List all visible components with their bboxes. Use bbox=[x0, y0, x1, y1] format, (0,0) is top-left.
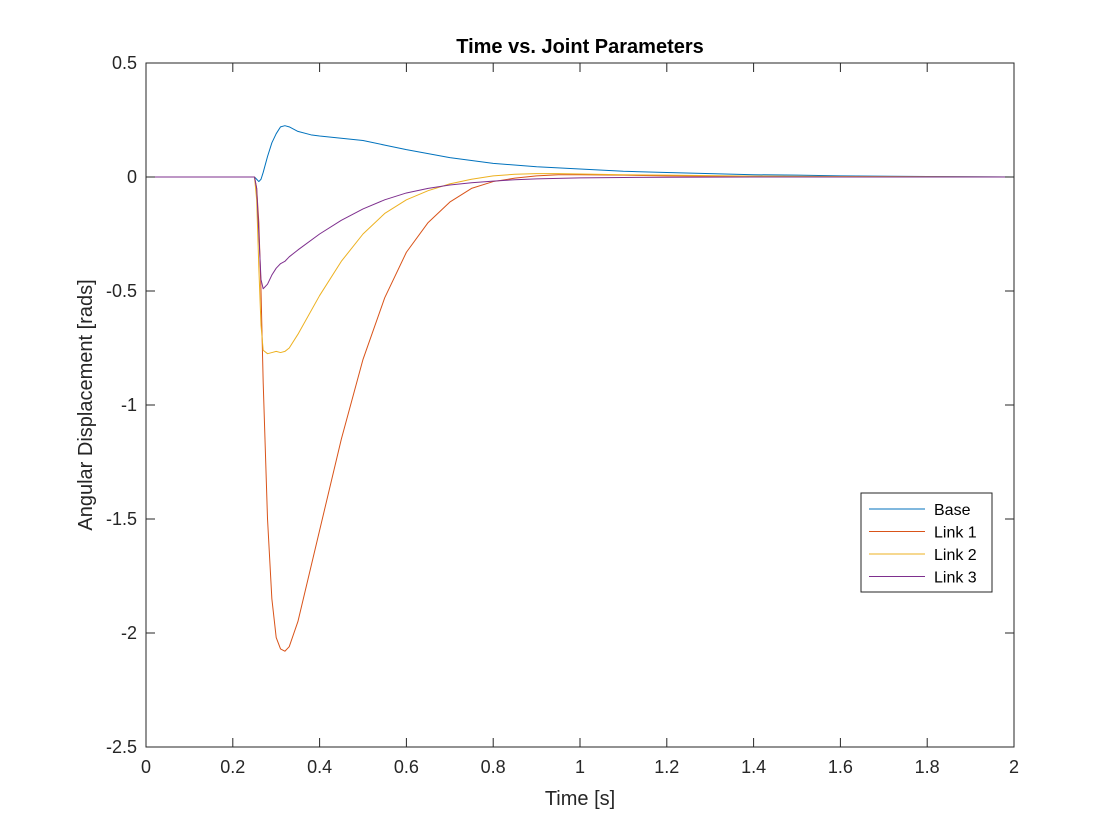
series-line-base bbox=[146, 125, 1015, 183]
x-axis-label: Time [s] bbox=[545, 788, 615, 810]
legend-label-base: Base bbox=[934, 502, 971, 519]
x-axis: 0 0.2 0.4 0.6 0.8 1 1.2 1.4 1.6 1.8 2 bbox=[141, 63, 1019, 777]
x-tick-label: 1.2 bbox=[654, 757, 679, 777]
x-tick-label: 1.6 bbox=[828, 757, 853, 777]
x-tick-label: 0.8 bbox=[481, 757, 506, 777]
series-line-link-2 bbox=[146, 173, 1015, 355]
y-axis-label: Angular Displacement [rads] bbox=[75, 279, 97, 530]
y-tick-label: 0.5 bbox=[112, 53, 137, 73]
y-tick-label: -1 bbox=[121, 395, 137, 415]
x-tick-label: 0.4 bbox=[307, 757, 332, 777]
series-line-link-1 bbox=[146, 174, 1015, 652]
legend-label-link-3: Link 3 bbox=[934, 570, 977, 587]
plot-area bbox=[146, 63, 1014, 747]
x-tick-label: 2 bbox=[1009, 757, 1019, 777]
x-tick-label: 1.8 bbox=[915, 757, 940, 777]
legend[interactable]: Base Link 1 Link 2 Link 3 bbox=[860, 492, 993, 593]
x-tick-label: 1 bbox=[575, 757, 585, 777]
y-tick-label: 0 bbox=[127, 167, 137, 187]
series-line-link-3 bbox=[146, 176, 1014, 290]
x-tick-label: 0.6 bbox=[394, 757, 419, 777]
x-tick-label: 1.4 bbox=[741, 757, 766, 777]
series-layer bbox=[146, 125, 1015, 652]
chart-title: Time vs. Joint Parameters bbox=[456, 36, 704, 58]
y-tick-label: -2 bbox=[121, 623, 137, 643]
y-axis: 0.5 0 -0.5 -1 -1.5 -2 -2.5 bbox=[106, 53, 1014, 757]
legend-entries: Base Link 1 Link 2 Link 3 bbox=[869, 502, 977, 587]
y-tick-label: -0.5 bbox=[106, 281, 137, 301]
y-tick-label: -1.5 bbox=[106, 509, 137, 529]
legend-label-link-1: Link 1 bbox=[934, 525, 977, 542]
y-tick-label: -2.5 bbox=[106, 737, 137, 757]
x-tick-label: 0.2 bbox=[220, 757, 245, 777]
x-tick-label: 0 bbox=[141, 757, 151, 777]
legend-label-link-2: Link 2 bbox=[934, 547, 977, 564]
